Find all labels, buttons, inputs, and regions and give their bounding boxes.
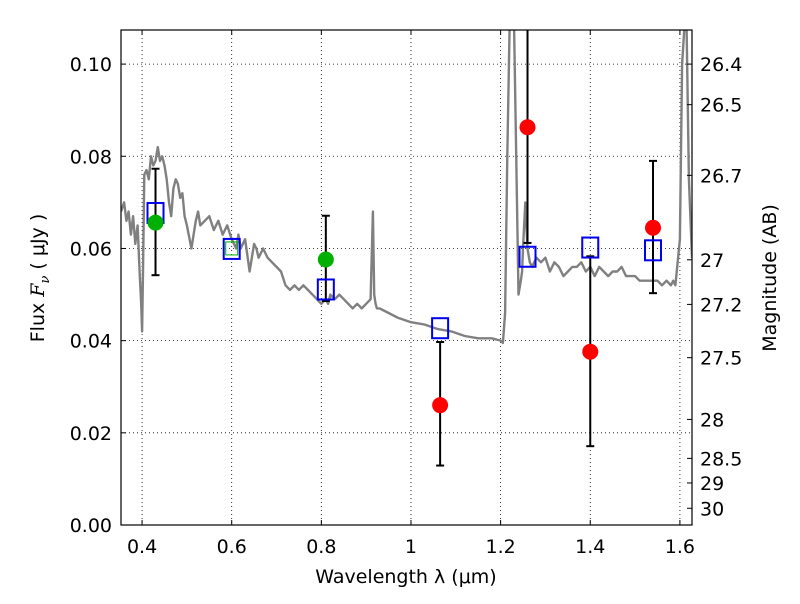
y-axis-label-subscript: ν <box>38 276 53 284</box>
y-axis-right-label: Magnitude (AB) <box>759 204 781 352</box>
y-tick-label: 0.00 <box>70 515 112 537</box>
detection-point <box>147 214 164 231</box>
x-tick-label: 1 <box>405 536 417 558</box>
right-tick-label: 30 <box>700 498 724 520</box>
x-axis: 0.4 0.6 0.8 1 1.2 1.4 1.6 <box>127 30 695 558</box>
model-square-marker <box>316 278 335 301</box>
model-square-marker <box>644 239 663 262</box>
y-axis-right: 26.4 26.5 26.7 27 27.2 27.5 28 28.5 29 30 <box>687 54 742 520</box>
spectrum-line <box>121 30 692 345</box>
x-tick-label: 0.6 <box>217 536 247 558</box>
right-tick-label: 26.7 <box>700 165 742 187</box>
y-axis-label-unit: ( μJy ) <box>27 214 49 276</box>
right-tick-label: 26.5 <box>700 95 742 117</box>
nondetection-point <box>519 119 536 136</box>
x-tick-label: 0.8 <box>306 536 336 558</box>
x-tick-label: 1.4 <box>575 536 605 558</box>
axes-frame <box>120 29 693 526</box>
right-tick-label: 27.5 <box>700 348 742 370</box>
right-tick-label: 29 <box>700 473 724 495</box>
y-tick-label: 0.10 <box>70 54 112 76</box>
y-axis-label-symbol: F <box>27 283 49 298</box>
y-tick-label: 0.04 <box>70 331 112 353</box>
right-tick-label: 28 <box>700 409 724 431</box>
y-tick-label: 0.08 <box>70 146 112 168</box>
detection-point <box>317 251 334 268</box>
y-tick-label: 0.02 <box>70 423 112 445</box>
plot-area <box>121 30 692 467</box>
y-axis-label: Flux Fν ( μJy ) <box>27 214 53 343</box>
model-square-marker <box>222 237 241 260</box>
x-tick-label: 1.2 <box>486 536 516 558</box>
x-axis-label: Wavelength λ (μm) <box>315 566 496 588</box>
nondetection-point <box>582 343 599 360</box>
y-axis-left: 0.00 0.02 0.04 0.06 0.08 0.10 <box>70 54 126 537</box>
nondetection-point <box>645 219 662 236</box>
right-tick-label: 26.4 <box>700 54 742 76</box>
y-tick-label: 0.06 <box>70 238 112 260</box>
model-square-marker <box>581 236 600 259</box>
y-axis-label-prefix: Flux <box>27 297 49 343</box>
right-tick-label: 28.5 <box>700 448 742 470</box>
nondetection-point <box>432 397 449 414</box>
detection-square-marker <box>225 241 239 256</box>
right-tick-label: 27 <box>700 250 724 272</box>
model-square-marker <box>431 317 450 340</box>
x-tick-label: 0.4 <box>127 536 157 558</box>
x-tick-label: 1.6 <box>665 536 695 558</box>
right-tick-label: 27.2 <box>700 294 742 316</box>
model-square-marker <box>518 245 537 268</box>
